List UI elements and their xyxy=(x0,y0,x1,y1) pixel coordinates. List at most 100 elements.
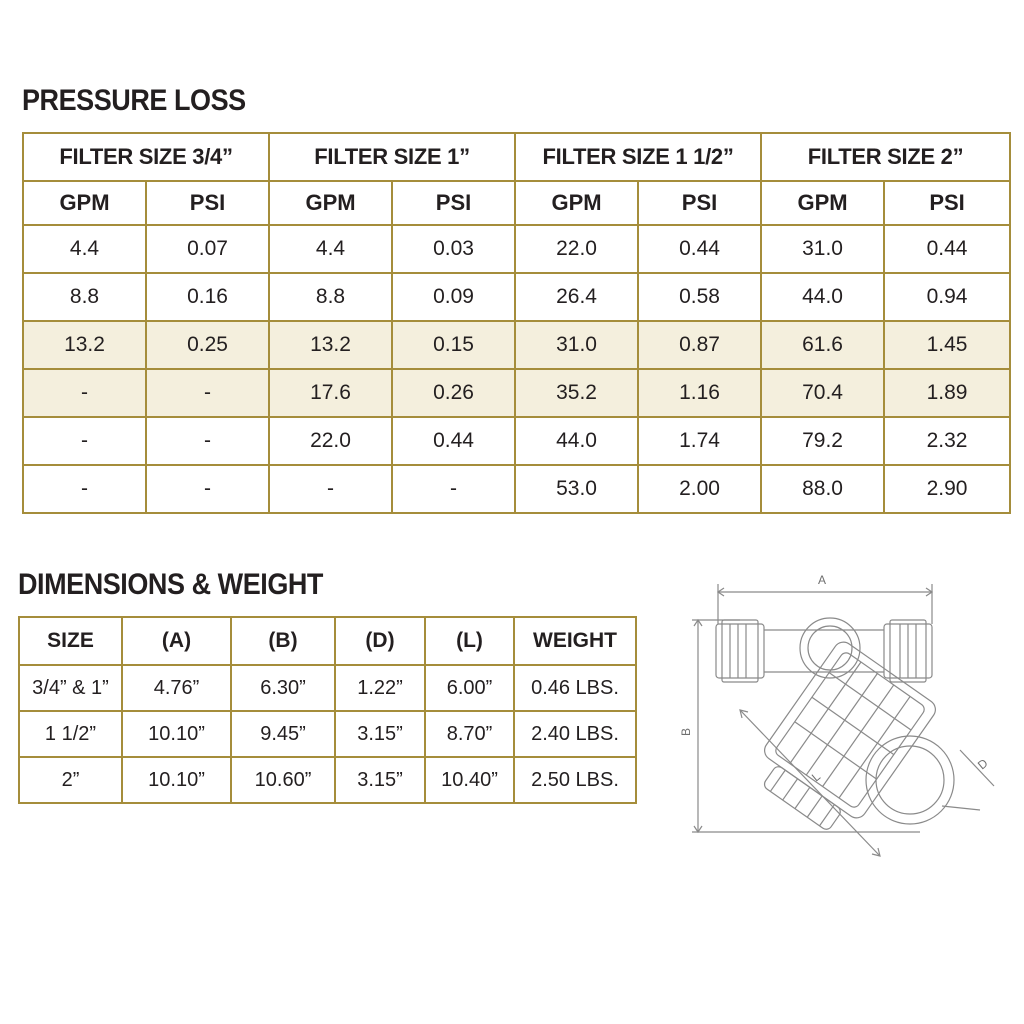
table-cell: 88.0 xyxy=(760,464,886,514)
table-cell: 10.60” xyxy=(230,756,336,804)
table-cell: - xyxy=(22,368,147,418)
column-header: (D) xyxy=(334,616,426,666)
table-cell: 2.90 xyxy=(883,464,1012,514)
table-cell: 8.70” xyxy=(424,710,515,758)
sub-header: PSI xyxy=(637,180,763,226)
table-cell: 6.30” xyxy=(230,664,336,712)
column-header: (B) xyxy=(230,616,336,666)
table-cell: 10.10” xyxy=(121,710,232,758)
column-header: SIZE xyxy=(18,616,123,666)
filter-dimension-diagram: A B L D xyxy=(680,573,995,857)
table-cell: - xyxy=(268,464,394,514)
dimension-d-line xyxy=(959,749,995,787)
table-cell: 70.4 xyxy=(760,368,886,418)
sub-header: PSI xyxy=(144,180,271,226)
pressure-loss-table: FILTER SIZE 3/4” FILTER SIZE 1” FILTER S… xyxy=(21,132,1012,514)
table-cell: - xyxy=(144,368,271,418)
sub-header-row: GPM PSI GPM PSI GPM PSI GPM PSI xyxy=(22,180,1012,226)
sub-header: GPM xyxy=(268,180,394,226)
label-b: B xyxy=(680,728,693,736)
table-cell: 4.4 xyxy=(22,224,147,274)
group-header: FILTER SIZE 1 1/2” xyxy=(514,132,763,182)
table-row: 3/4” & 1” 4.76” 6.30” 1.22” 6.00” 0.46 L… xyxy=(18,664,637,712)
table-cell: 0.16 xyxy=(144,272,271,322)
table-cell: 0.07 xyxy=(144,224,271,274)
table-cell: 8.8 xyxy=(268,272,394,322)
table-cell: 2.00 xyxy=(637,464,763,514)
table-cell: 1.89 xyxy=(883,368,1012,418)
table-cell: 6.00” xyxy=(424,664,515,712)
dimensions-weight-title: DIMENSIONS & WEIGHT xyxy=(18,568,323,601)
table-cell: 1.22” xyxy=(334,664,426,712)
sub-header: GPM xyxy=(22,180,147,226)
table-cell: 17.6 xyxy=(268,368,394,418)
table-cell: 0.26 xyxy=(391,368,517,418)
group-header: FILTER SIZE 2” xyxy=(760,132,1012,182)
table-cell: 1.74 xyxy=(637,416,763,466)
table-row: 8.8 0.16 8.8 0.09 26.4 0.58 44.0 0.94 xyxy=(22,272,1012,322)
sub-header: PSI xyxy=(391,180,517,226)
table-cell: 26.4 xyxy=(514,272,640,322)
dimensions-weight-table: SIZE (A) (B) (D) (L) WEIGHT 3/4” & 1” 4.… xyxy=(18,616,637,804)
table-row: 2” 10.10” 10.60” 3.15” 10.40” 2.50 LBS. xyxy=(18,756,637,804)
header-row: SIZE (A) (B) (D) (L) WEIGHT xyxy=(18,616,637,666)
table-cell: 3.15” xyxy=(334,756,426,804)
table-cell: 35.2 xyxy=(514,368,640,418)
table-cell: 44.0 xyxy=(514,416,640,466)
table-cell: 0.44 xyxy=(637,224,763,274)
table-cell: 0.94 xyxy=(883,272,1012,322)
filter-drawing xyxy=(692,584,995,857)
table-cell: 2.40 LBS. xyxy=(513,710,637,758)
table-cell: 79.2 xyxy=(760,416,886,466)
table-row: - - 17.6 0.26 35.2 1.16 70.4 1.89 xyxy=(22,368,1012,418)
table-cell: 0.25 xyxy=(144,320,271,370)
table-row: 13.2 0.25 13.2 0.15 31.0 0.87 61.6 1.45 xyxy=(22,320,1012,370)
table-cell: - xyxy=(391,464,517,514)
label-l: L xyxy=(809,769,823,784)
sub-header: GPM xyxy=(514,180,640,226)
sub-header: PSI xyxy=(883,180,1012,226)
table-row: - - 22.0 0.44 44.0 1.74 79.2 2.32 xyxy=(22,416,1012,466)
table-cell: 0.46 LBS. xyxy=(513,664,637,712)
group-header: FILTER SIZE 3/4” xyxy=(21,132,271,182)
table-row: 1 1/2” 10.10” 9.45” 3.15” 8.70” 2.40 LBS… xyxy=(18,710,637,758)
table-cell: 2.50 LBS. xyxy=(513,756,637,804)
table-cell: 3.15” xyxy=(334,710,426,758)
label-d: D xyxy=(975,756,991,773)
table-cell: 22.0 xyxy=(268,416,394,466)
table-cell: 13.2 xyxy=(22,320,147,370)
table-cell: 31.0 xyxy=(514,320,640,370)
table-cell: 1.45 xyxy=(883,320,1012,370)
dimension-l-line xyxy=(739,709,881,857)
table-cell: 10.40” xyxy=(424,756,515,804)
table-cell: 0.44 xyxy=(883,224,1012,274)
table-cell: 53.0 xyxy=(514,464,640,514)
arrow-head xyxy=(871,847,881,857)
table-cell: 9.45” xyxy=(230,710,336,758)
table-cell: - xyxy=(22,416,147,466)
table-cell: 0.09 xyxy=(391,272,517,322)
sub-header: GPM xyxy=(760,180,886,226)
table-cell: 4.4 xyxy=(268,224,394,274)
table-cell: 13.2 xyxy=(268,320,394,370)
table-cell: 0.58 xyxy=(637,272,763,322)
pressure-loss-title: PRESSURE LOSS xyxy=(22,84,246,117)
table-cell: 31.0 xyxy=(760,224,886,274)
group-header-row: FILTER SIZE 3/4” FILTER SIZE 1” FILTER S… xyxy=(21,132,1012,182)
table-cell: 44.0 xyxy=(760,272,886,322)
table-cell: 4.76” xyxy=(121,664,232,712)
table-cell: 61.6 xyxy=(760,320,886,370)
table-cell: - xyxy=(144,464,271,514)
table-row: - - - - 53.0 2.00 88.0 2.90 xyxy=(22,464,1012,514)
table-cell: 8.8 xyxy=(22,272,147,322)
table-cell: 0.03 xyxy=(391,224,517,274)
label-a: A xyxy=(818,573,826,587)
table-cell: 0.15 xyxy=(391,320,517,370)
table-cell: 10.10” xyxy=(121,756,232,804)
table-cell: 22.0 xyxy=(514,224,640,274)
table-cell: 0.87 xyxy=(637,320,763,370)
arrow-head xyxy=(739,709,749,719)
table-row: 4.4 0.07 4.4 0.03 22.0 0.44 31.0 0.44 xyxy=(22,224,1012,274)
column-header: (L) xyxy=(424,616,515,666)
table-cell: 0.44 xyxy=(391,416,517,466)
